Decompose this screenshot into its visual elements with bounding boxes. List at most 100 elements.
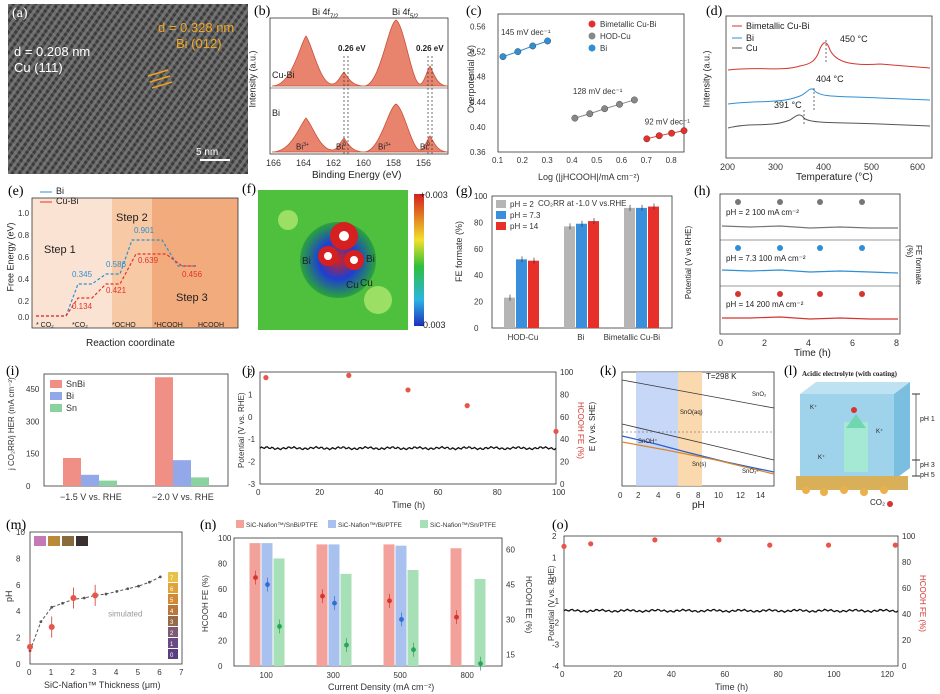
stability-ph14-trace <box>722 316 898 320</box>
bar <box>450 548 462 666</box>
plot-frame <box>259 371 557 485</box>
xps-cubi-peak-1 <box>271 19 449 87</box>
plot-frame <box>29 531 183 665</box>
bar <box>173 460 191 486</box>
svg-text:14: 14 <box>756 491 765 500</box>
svg-text:0: 0 <box>718 338 723 348</box>
y2-axis-label: HCOOH FE (%) <box>576 402 585 459</box>
svg-text:0: 0 <box>618 491 623 500</box>
fe-point <box>892 542 898 548</box>
fe-point <box>825 542 832 548</box>
fe-point <box>263 375 269 381</box>
co2-label: CO₂ <box>870 498 886 507</box>
legend-label: SnBi <box>66 379 85 389</box>
legend-swatch <box>420 520 428 528</box>
sim-point <box>148 580 151 584</box>
state-label-1: * CO₂ <box>36 322 54 329</box>
y-axis-label: Potential (V vs. RHE) <box>237 392 246 468</box>
x-tick-label: 0 <box>256 488 261 497</box>
y-axis-label: Free Energy (eV) <box>5 222 16 292</box>
legend-swatch <box>50 380 62 388</box>
x-tick-label: 1 <box>49 668 54 677</box>
y-axis-label: Overpotential (V) <box>466 45 476 113</box>
legend-swatch <box>50 392 62 400</box>
peak-label-404: 404 °C <box>816 74 844 84</box>
legend-label: Sn <box>66 403 77 413</box>
potential-trace <box>259 445 557 451</box>
y2-tick-label: 40 <box>902 610 911 619</box>
plane-bi: Bi (012) <box>176 36 222 51</box>
legend-label: Bi <box>600 44 607 53</box>
y2-tick-label: 15 <box>506 650 515 659</box>
legend-cubi: Cu-Bi <box>56 196 79 206</box>
panel-label-h: (h) <box>694 184 711 199</box>
ee-point <box>277 624 282 629</box>
y-tick-label: -3 <box>248 480 256 489</box>
color-swatch <box>34 536 46 546</box>
legend-swatch <box>496 222 506 230</box>
data-point <box>643 135 651 143</box>
bar <box>99 480 117 486</box>
scale-bar-label: 5 nm <box>196 147 219 158</box>
atom-bi-1: Bi <box>302 256 311 267</box>
tem-image <box>8 4 248 174</box>
y2-tick-label: 40 <box>560 435 569 444</box>
fe-point <box>561 543 567 549</box>
ee-point <box>344 642 349 648</box>
fe-point <box>588 541 594 547</box>
ph-scale-tick: 3 <box>170 620 174 626</box>
x-tick-label: 0.5 <box>591 156 603 165</box>
y-tick-label: 0 <box>16 660 21 669</box>
sim-point <box>137 584 140 588</box>
y-tick-label: 20 <box>218 636 227 645</box>
colorbar-max: +0.003 <box>420 190 448 200</box>
data-point <box>571 114 579 122</box>
svg-text:8: 8 <box>894 338 899 348</box>
y-tick-label: 60 <box>218 585 227 594</box>
legend-marker <box>588 20 596 28</box>
panel-label-i: (i) <box>6 364 20 379</box>
x-axis-label: Binding Energy (eV) <box>312 170 402 181</box>
svg-text:0.0: 0.0 <box>18 313 30 322</box>
plot-frame <box>563 535 899 667</box>
y2-tick-label: 80 <box>560 390 569 399</box>
legend-label: pH = 7.3 <box>510 211 541 220</box>
cubi-value-3: 0.639 <box>138 256 159 265</box>
bar <box>588 221 599 328</box>
x-tick-label: 0 <box>560 670 565 679</box>
legend-marker <box>588 32 596 40</box>
data-point <box>616 100 623 108</box>
category-label: 800 <box>461 671 475 680</box>
ph-label-3: pH 5 <box>920 472 935 479</box>
x-tick-label: 120 <box>881 670 895 679</box>
sim-point <box>50 605 54 609</box>
y-tick-label: 80 <box>474 218 483 227</box>
ee-point <box>320 593 325 599</box>
fe-point <box>716 537 722 543</box>
sample-label-cubi: Cu-Bi <box>272 70 295 80</box>
bi-4f52-header: Bi 4f5/2 <box>392 7 419 20</box>
category-label: −1.5 V vs. RHE <box>60 492 122 502</box>
bar <box>273 558 285 666</box>
panel-m: 0 1 2 3 4 5 6 7 0 2 4 6 8 10 7 6 5 4 3 2 1 0 simulated SiC-Nafi… <box>4 516 200 692</box>
y-axis-label: Intensity (a.u.) <box>701 50 712 108</box>
panel-label-l: (l) <box>784 364 798 379</box>
data-point <box>544 37 552 45</box>
y-tick-label: 450 <box>26 385 40 394</box>
category-label: −2.0 V vs. RHE <box>152 492 214 502</box>
stability-ph2-trace <box>721 225 898 229</box>
x-axis-label: Reaction coordinate <box>86 338 175 349</box>
panel-h: 0 2 4 6 8 (h) pH = 2 100 mA cm⁻² pH = 7.3 10… <box>684 182 936 362</box>
svg-text:6: 6 <box>850 338 855 348</box>
chart-title: CO₂RR at -1.0 V vs.RHE <box>538 199 626 208</box>
svg-text:8: 8 <box>696 491 701 500</box>
svg-text:10: 10 <box>714 491 723 500</box>
y-tick-label: 0 <box>26 482 31 491</box>
y-tick-label: -1 <box>248 435 256 444</box>
svg-text:0.4: 0.4 <box>18 275 30 284</box>
svg-text:160: 160 <box>356 158 371 168</box>
y2-axis-label: HCOOH FE (%) <box>918 575 927 632</box>
x-tick-label: 0.7 <box>641 156 653 165</box>
y2-tick-label: 100 <box>902 532 916 541</box>
y2-tick-label: 100 <box>560 368 574 377</box>
